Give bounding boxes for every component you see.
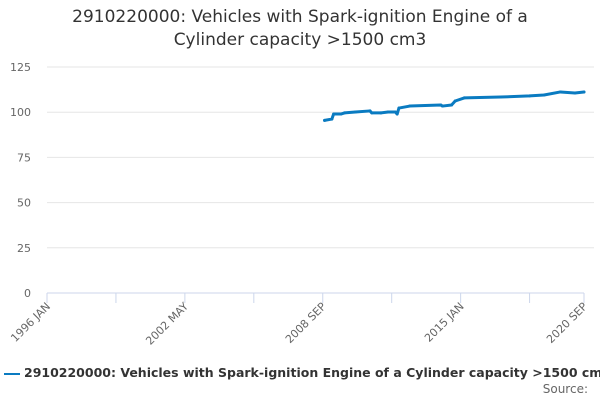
data-point (453, 99, 457, 103)
data-point (450, 103, 454, 107)
legend-item[interactable]: 2910220000: Vehicles with Spark-ignition… (4, 365, 600, 380)
data-point (440, 104, 444, 108)
y-tick-label: 0 (24, 287, 31, 300)
data-point (558, 90, 562, 94)
data-point (339, 112, 343, 116)
series-line (323, 90, 586, 122)
data-point (323, 118, 327, 122)
data-point (393, 110, 397, 114)
x-tick-label: 2020 SEP (544, 300, 590, 346)
data-point (397, 106, 401, 110)
data-point (573, 91, 577, 95)
data-point (408, 104, 412, 108)
data-point (528, 94, 532, 98)
x-tick-label: 2015 JAN (422, 300, 467, 345)
x-tick-label: 1996 JAN (8, 300, 53, 345)
x-tick-label: 2002 MAY (143, 300, 191, 348)
y-tick-label: 25 (17, 242, 31, 255)
y-tick-label: 50 (17, 197, 31, 210)
data-point (353, 110, 357, 114)
legend-swatch (4, 372, 20, 375)
data-point (462, 96, 466, 100)
data-point (542, 93, 546, 97)
data-point (330, 117, 334, 121)
y-tick-label: 100 (10, 106, 31, 119)
data-point (343, 111, 347, 115)
data-point (368, 109, 372, 113)
chart-title: 2910220000: Vehicles with Spark-ignition… (72, 7, 528, 50)
data-point (499, 95, 503, 99)
x-tick-label: 2008 SEP (283, 300, 329, 346)
legend-label: 2910220000: Vehicles with Spark-ignition… (24, 365, 600, 380)
data-point (379, 111, 383, 115)
source-label: Source: (542, 382, 588, 396)
data-point (386, 110, 390, 114)
data-point (395, 112, 399, 116)
y-tick-label: 125 (10, 61, 31, 74)
data-point (582, 90, 586, 94)
data-point (370, 111, 374, 115)
y-tick-label: 75 (17, 151, 31, 164)
data-point (332, 112, 336, 116)
line-chart: 0 25 50 75 100 125 1996 JAN 2002 MAY 2008 SEP 201… (8, 61, 594, 348)
